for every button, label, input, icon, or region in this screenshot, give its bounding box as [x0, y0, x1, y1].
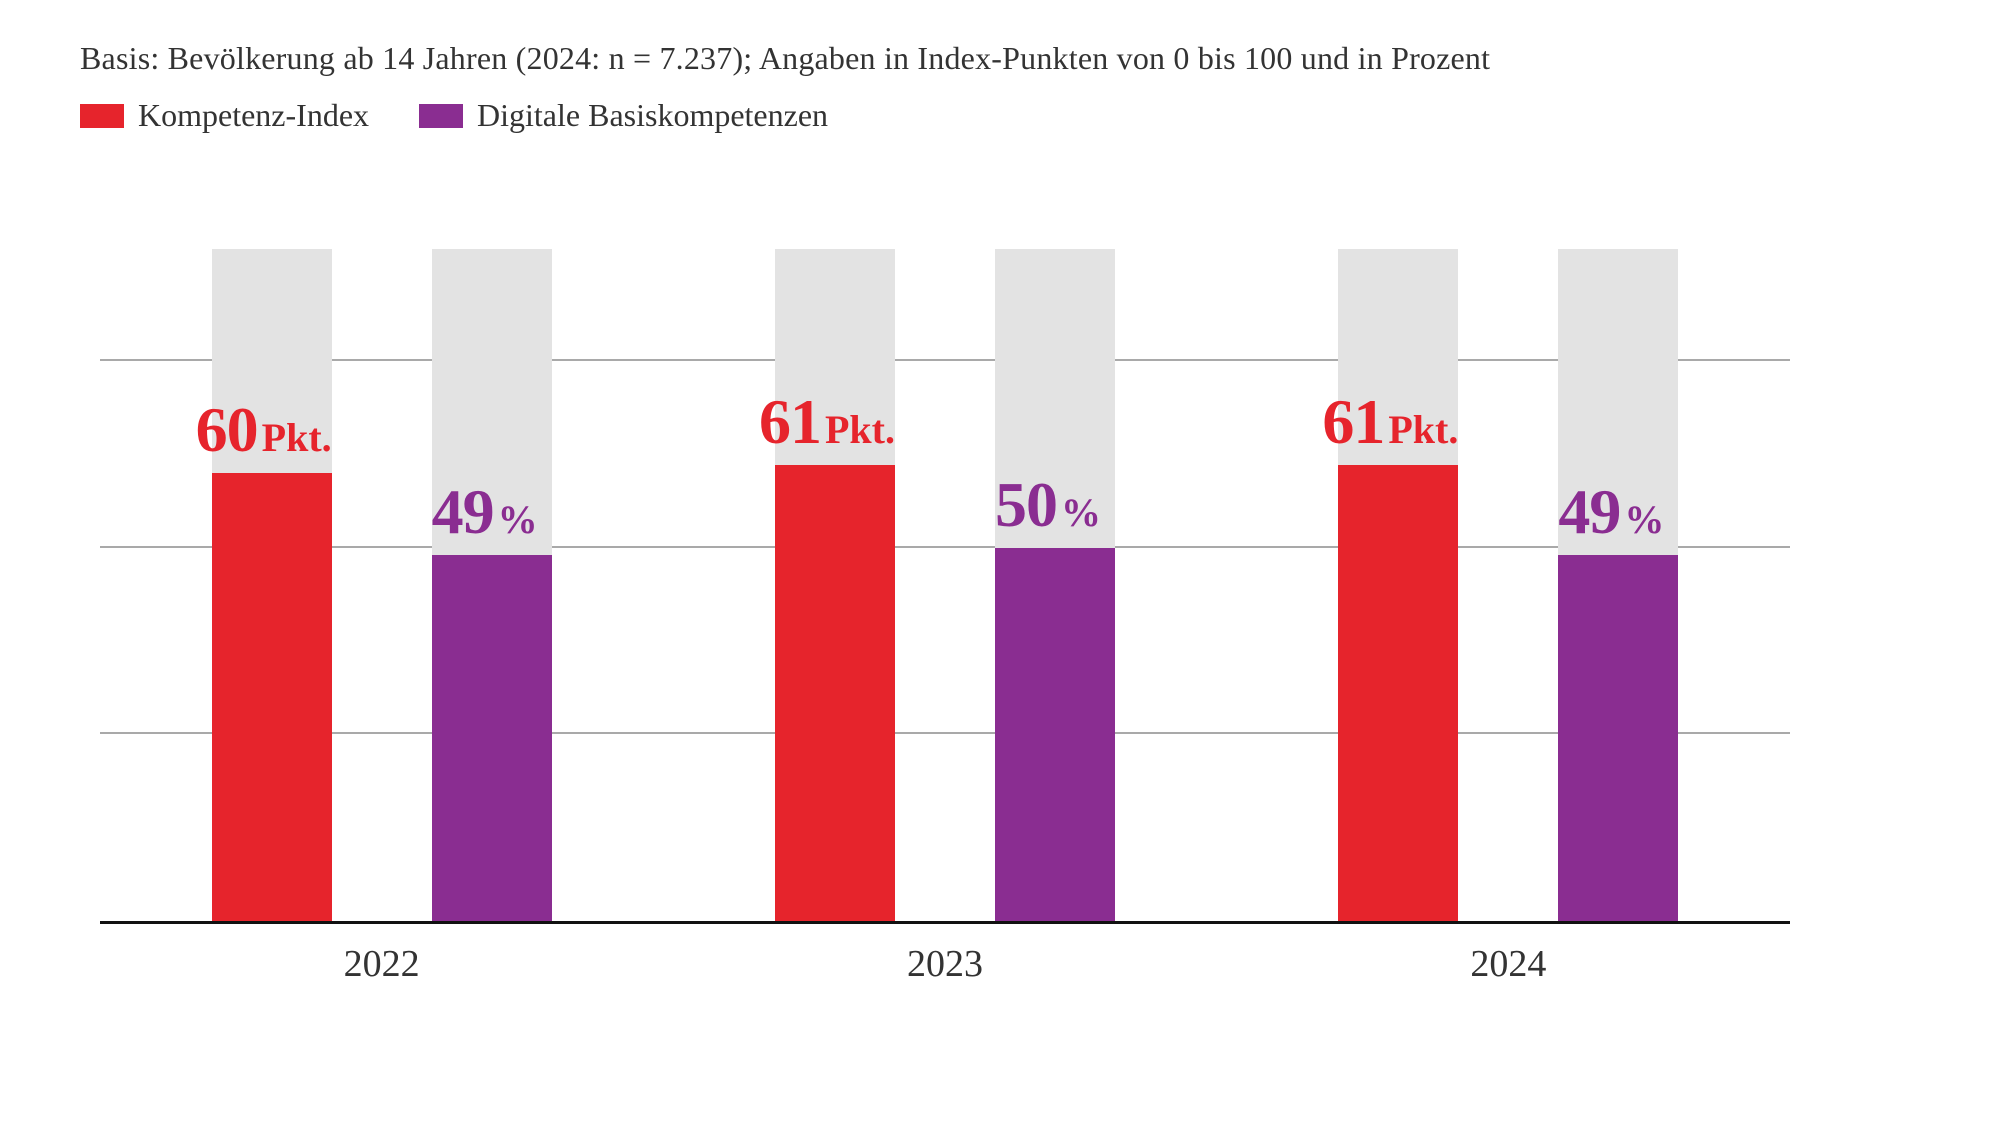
bar-value-number: 61: [759, 385, 821, 459]
bar-value-label: 61Pkt.: [1322, 385, 1458, 459]
bar-value-number: 61: [1322, 385, 1384, 459]
bar-value-number: 49: [1558, 475, 1620, 549]
legend-swatch: [419, 104, 463, 128]
bar-group: 61Pkt. 49%: [1227, 174, 1790, 921]
bar-value-unit: Pkt.: [825, 406, 895, 453]
bar-fill: [995, 548, 1115, 922]
chart-area: 60Pkt.49%61Pkt.50%61Pkt.49% 202220232024: [100, 174, 1790, 1004]
bar-fill: [1558, 555, 1678, 921]
bar: 60Pkt.: [212, 174, 332, 921]
bar: 49%: [432, 174, 552, 921]
bar: 50%: [995, 174, 1115, 921]
legend-label: Kompetenz-Index: [138, 97, 369, 134]
bar-group: 61Pkt. 50%: [663, 174, 1226, 921]
bar-groups: 60Pkt.49%61Pkt.50%61Pkt.49%: [100, 174, 1790, 921]
bar-value-number: 49: [432, 475, 494, 549]
x-axis-labels: 202220232024: [100, 924, 1790, 1004]
x-axis-label: 2022: [100, 942, 663, 986]
chart-legend: Kompetenz-Index Digitale Basiskompetenze…: [80, 97, 1920, 134]
bar-fill: [432, 555, 552, 921]
chart-plot: 60Pkt.49%61Pkt.50%61Pkt.49%: [100, 174, 1790, 924]
bar-value-number: 50: [995, 468, 1057, 542]
legend-swatch: [80, 104, 124, 128]
bar: 61Pkt.: [1338, 174, 1458, 921]
legend-item-digitale-basiskompetenzen: Digitale Basiskompetenzen: [419, 97, 828, 134]
bar-value-unit: %: [1061, 489, 1101, 536]
chart-subtitle: Basis: Bevölkerung ab 14 Jahren (2024: n…: [80, 40, 1920, 77]
bar: 61Pkt.: [775, 174, 895, 921]
legend-label: Digitale Basiskompetenzen: [477, 97, 828, 134]
legend-item-kompetenz-index: Kompetenz-Index: [80, 97, 369, 134]
bar-value-unit: Pkt.: [262, 414, 332, 461]
bar-value-label: 49%: [1558, 475, 1664, 549]
bar-fill: [775, 465, 895, 921]
bar-value-unit: %: [498, 496, 538, 543]
x-axis-label: 2023: [663, 942, 1226, 986]
x-axis-label: 2024: [1227, 942, 1790, 986]
bar-value-label: 60Pkt.: [196, 393, 332, 467]
bar-value-label: 61Pkt.: [759, 385, 895, 459]
bar-value-label: 50%: [995, 468, 1101, 542]
bar-value-unit: %: [1624, 496, 1664, 543]
bar-value-unit: Pkt.: [1388, 406, 1458, 453]
bar-group: 60Pkt. 49%: [100, 174, 663, 921]
bar-fill: [1338, 465, 1458, 921]
bar-value-label: 49%: [432, 475, 538, 549]
bar-value-number: 60: [196, 393, 258, 467]
bar-fill: [212, 473, 332, 921]
bar: 49%: [1558, 174, 1678, 921]
